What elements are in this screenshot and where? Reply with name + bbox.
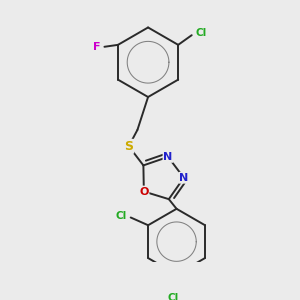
- Text: S: S: [124, 140, 133, 153]
- Text: Cl: Cl: [116, 211, 127, 220]
- Text: Cl: Cl: [196, 28, 207, 38]
- Text: Cl: Cl: [167, 293, 178, 300]
- Text: F: F: [93, 42, 100, 52]
- Text: N: N: [164, 152, 173, 162]
- Text: O: O: [139, 187, 148, 196]
- Text: N: N: [179, 173, 188, 183]
